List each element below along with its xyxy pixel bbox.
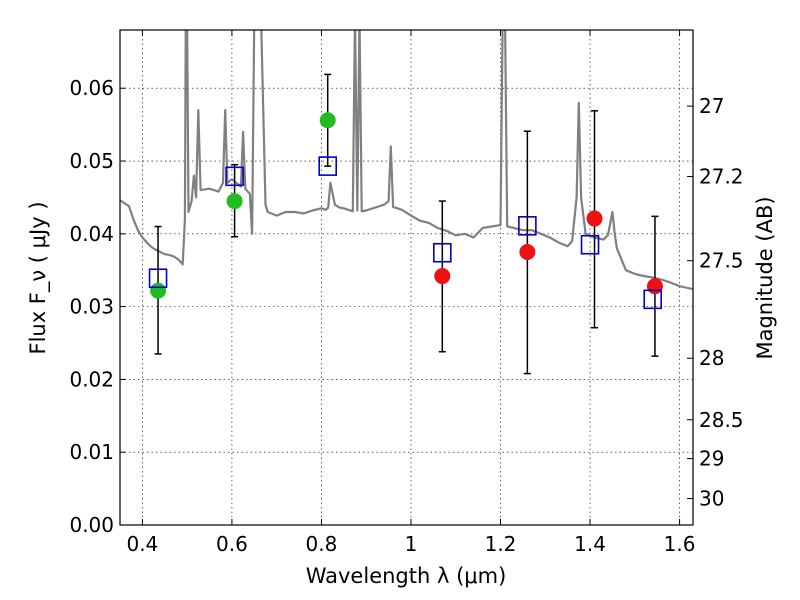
model-photometry-point xyxy=(518,216,537,236)
x-ticks: 0.4 0.6 0.8 1 1.2 1.4 1.6 xyxy=(126,30,695,556)
sed-model-line xyxy=(120,30,693,291)
mag-tick-label: 28 xyxy=(699,346,724,370)
observed-point xyxy=(319,112,336,129)
mag-tick-label: 27 xyxy=(699,94,724,118)
x-tick-label: 1.6 xyxy=(664,532,696,556)
model-photometry-points xyxy=(148,156,663,310)
observed-point xyxy=(646,278,663,295)
y-tick-label: 0.06 xyxy=(69,76,114,100)
observed-point xyxy=(150,282,167,299)
observed-point xyxy=(226,193,243,210)
x-tick-label: 1 xyxy=(405,532,418,556)
y-axis-label-right: Magnitude (AB) xyxy=(753,196,777,359)
mag-tick-label: 27.2 xyxy=(699,165,744,189)
x-tick-label: 0.8 xyxy=(306,532,338,556)
y-tick-label: 0.00 xyxy=(69,513,114,537)
model-photometry-point xyxy=(225,166,244,187)
x-tick-label: 0.6 xyxy=(216,532,248,556)
model-photometry-point xyxy=(433,242,452,263)
model-photometry-point xyxy=(580,234,600,255)
mag-tick-label: 30 xyxy=(699,487,724,511)
x-tick-label: 0.4 xyxy=(126,532,158,556)
y-tick-label: 0.03 xyxy=(69,295,114,319)
mag-tick-label: 29 xyxy=(699,447,724,471)
y-tick-label: 0.01 xyxy=(69,440,114,464)
y-tick-label: 0.05 xyxy=(69,149,114,173)
mag-tick-label: 27.5 xyxy=(699,249,744,273)
mag-tick-label: 28.5 xyxy=(699,408,744,432)
y-ticks: 0.00 0.01 0.02 0.03 0.04 0.05 0.06 xyxy=(69,76,126,537)
y-axis-label-left: Flux F_ν ( μJy ) xyxy=(26,201,51,354)
x-tick-label: 1.2 xyxy=(485,532,517,556)
observed-point xyxy=(586,210,603,227)
observed-point xyxy=(434,268,451,285)
observed-point xyxy=(519,244,536,261)
y-tick-label: 0.04 xyxy=(69,222,114,246)
sed-model-layer xyxy=(120,30,693,291)
x-axis-label: Wavelength λ (μm) xyxy=(306,564,507,588)
y-tick-label: 0.02 xyxy=(69,367,114,391)
mag-ticks: 27 27.2 27.5 28 28.5 29 30 xyxy=(687,94,744,511)
model-photometry-point xyxy=(148,268,168,289)
x-tick-label: 1.4 xyxy=(574,532,606,556)
observed-points xyxy=(150,112,663,299)
model-photometry-point xyxy=(318,156,338,176)
plot-frame xyxy=(119,29,694,526)
grid xyxy=(120,30,693,526)
model-photometry-point xyxy=(643,289,663,310)
